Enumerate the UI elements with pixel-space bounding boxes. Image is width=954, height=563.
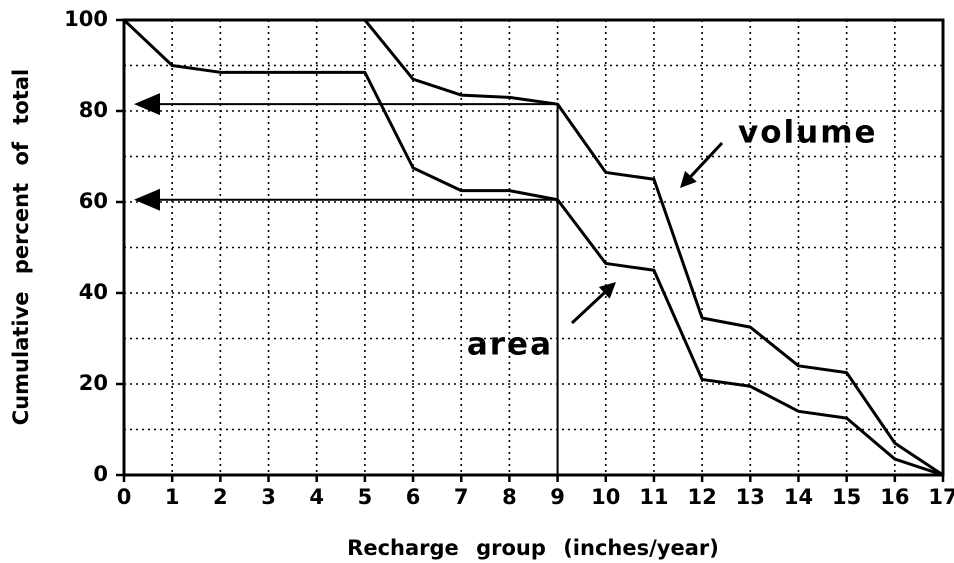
pointer-arrow [570, 291, 606, 325]
legend-label: volume [738, 115, 878, 151]
x-tick-label: 10 [591, 485, 620, 509]
x-tick-label: 1 [165, 485, 180, 509]
x-tick-label: 8 [502, 485, 517, 509]
pointer-head [680, 170, 697, 188]
x-tick-label: 7 [454, 485, 469, 509]
x-axis-label: Recharge group (inches/year) [347, 536, 719, 560]
x-tick-label: 16 [880, 485, 909, 509]
pointer-head [598, 282, 616, 299]
y-tick-label: 20 [79, 371, 108, 395]
y-tick-label: 100 [64, 7, 108, 31]
x-tick-label: 2 [213, 485, 228, 509]
x-tick-label: 14 [784, 485, 813, 509]
x-tick-label: 15 [832, 485, 861, 509]
series-line [124, 18, 944, 477]
x-tick-label: 11 [639, 485, 668, 509]
y-tick-label: 80 [79, 98, 108, 122]
x-tick-label: 4 [309, 485, 324, 509]
series-line [122, 18, 944, 477]
x-tick-label: 0 [117, 485, 132, 509]
x-tick-label: 6 [406, 485, 421, 509]
pointer-arrow [689, 141, 724, 178]
x-tick-label: 17 [928, 485, 954, 509]
y-axis-label: Cumulative percent of total [9, 69, 33, 425]
y-tick-label: 0 [93, 462, 108, 486]
y-tick-label: 40 [79, 280, 108, 304]
x-tick-label: 3 [261, 485, 276, 509]
x-tick-label: 13 [736, 485, 765, 509]
y-tick-label: 60 [79, 189, 108, 213]
x-tick-label: 12 [688, 485, 717, 509]
legend-label: area [467, 327, 553, 363]
plot-frame [122, 18, 945, 477]
x-tick-label: 9 [550, 485, 565, 509]
x-tick-label: 5 [358, 485, 373, 509]
arrow-head [134, 93, 160, 116]
arrow-head [134, 188, 160, 211]
